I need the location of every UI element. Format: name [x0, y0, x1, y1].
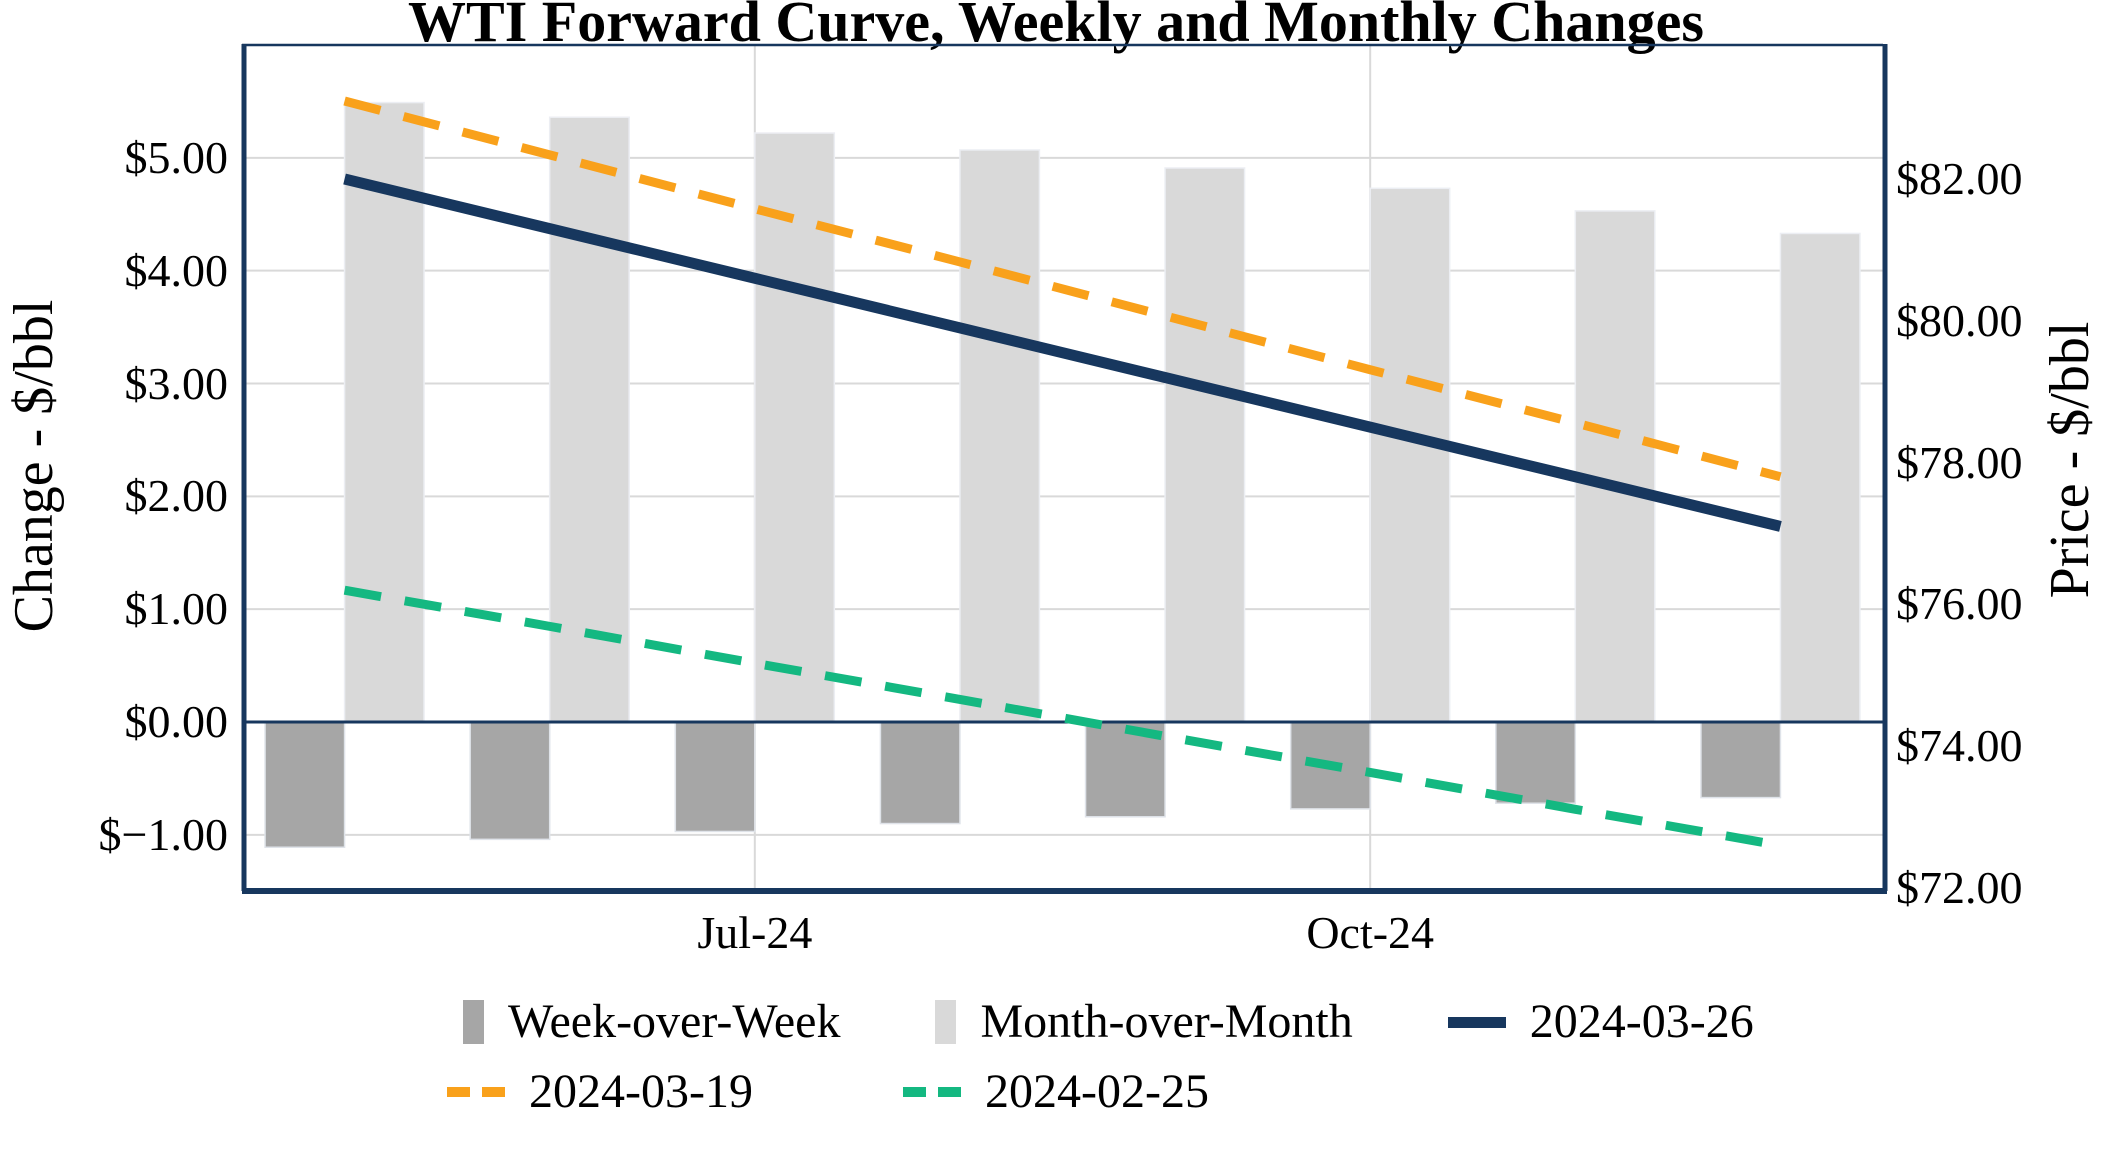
bar-week-over-week	[469, 721, 551, 841]
x-tick-label-oct: Oct-24	[1306, 907, 1435, 958]
bar-month-over-month	[343, 101, 425, 723]
bar-month-over-month	[959, 149, 1041, 723]
right-tick-label: $74.00	[1896, 720, 2023, 772]
legend-item-month-over-month: Month-over-Month	[935, 995, 1353, 1048]
legend-label: 2024-03-19	[529, 1065, 753, 1118]
bar-month-over-month	[1164, 167, 1246, 723]
right-tick-label: $78.00	[1896, 436, 2023, 488]
bar-month-over-month	[1574, 210, 1656, 723]
bar-week-over-week	[264, 721, 346, 848]
left-tick-label: $5.00	[124, 131, 229, 183]
dashed-line-icon	[447, 1087, 505, 1097]
bar-month-over-month	[1779, 232, 1861, 723]
legend-label: 2024-02-25	[984, 1065, 1209, 1118]
legend-item-2024-03-19: 2024-03-19	[447, 1066, 753, 1118]
left-tick-label: $4.00	[124, 244, 229, 296]
bar-week-over-week	[674, 721, 756, 833]
left-tick-label: $−1.00	[98, 808, 228, 860]
bar-swatch-icon	[463, 1000, 484, 1044]
legend-item-2024-03-26: 2024-03-26	[1447, 995, 1754, 1048]
left-tick-label: $1.00	[124, 583, 229, 635]
bar-month-over-month	[1369, 187, 1451, 723]
left-tick-label: $0.00	[124, 696, 229, 747]
right-tick-label: $82.00	[1896, 153, 2023, 204]
legend-row-2: 2024-03-19 2024-02-25	[447, 1064, 1209, 1120]
right-tick-label: $72.00	[1896, 862, 2023, 913]
bar-week-over-week	[1495, 721, 1577, 804]
legend-label: 2024-03-26	[1529, 995, 1754, 1048]
legend-label: Week-over-Week	[508, 995, 841, 1048]
bar-week-over-week	[1700, 721, 1782, 799]
solid-line-icon	[1447, 1016, 1506, 1028]
bar-month-over-month	[548, 116, 630, 723]
bar-swatch-icon	[935, 1000, 957, 1044]
left-tick-label: $2.00	[124, 470, 229, 522]
legend-item-week-over-week: Week-over-Week	[463, 996, 840, 1048]
curve-2024-03-26	[343, 173, 1782, 532]
right-tick-label: $80.00	[1896, 294, 2023, 346]
left-tick-label: $3.00	[124, 357, 229, 409]
chart-title: WTI Forward Curve, Weekly and Monthly Ch…	[408, 0, 1704, 54]
bar-week-over-week	[879, 721, 961, 825]
curve-2024-03-19	[343, 96, 1782, 482]
legend-row-1: Week-over-Week Month-over-Month 2024-03-…	[463, 994, 1754, 1050]
dashed-line-icon	[902, 1087, 961, 1097]
legend-label: Month-over-Month	[980, 995, 1353, 1048]
x-tick-label-jul: Jul-24	[697, 907, 813, 958]
right-tick-label: $76.00	[1896, 578, 2023, 630]
legend-item-2024-02-25: 2024-02-25	[902, 1065, 1209, 1118]
bar-month-over-month	[754, 132, 836, 723]
